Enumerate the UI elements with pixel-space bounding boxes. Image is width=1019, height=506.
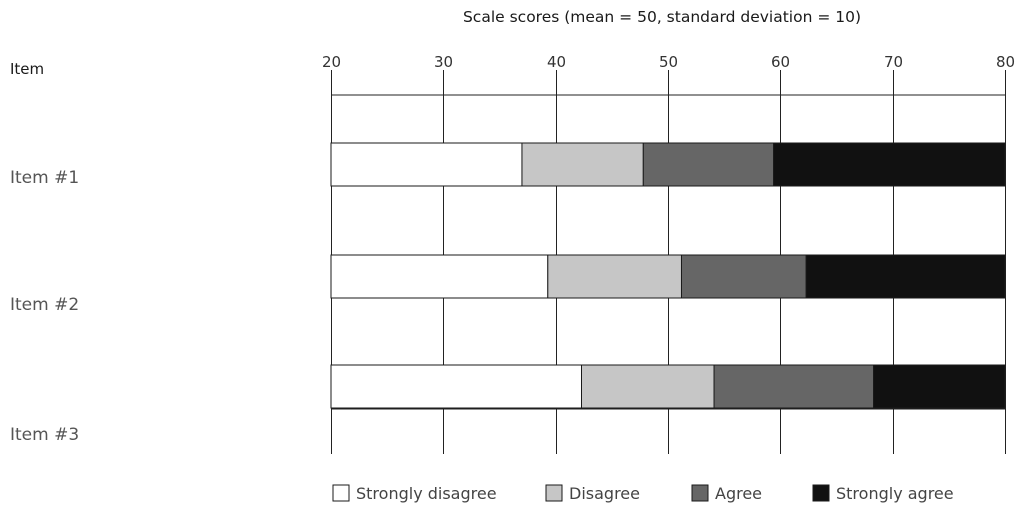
legend-label: Disagree — [569, 484, 640, 503]
legend-swatch — [545, 484, 563, 502]
bar-segment — [773, 142, 1006, 187]
bar-segment — [680, 254, 807, 299]
bar-segment — [805, 254, 1006, 299]
bar-segment — [330, 142, 523, 187]
x-tick-label: 60 — [771, 53, 790, 71]
legend-label: Strongly agree — [836, 484, 954, 503]
legend-swatch — [332, 484, 350, 502]
chart-title: Scale scores (mean = 50, standard deviat… — [463, 8, 861, 26]
legend-swatch — [691, 484, 709, 502]
bar-segment — [330, 254, 549, 299]
x-tick-label: 30 — [434, 53, 453, 71]
category-labels: Item #1 Item #2 Item #3 — [10, 168, 79, 445]
bar-segment — [581, 364, 715, 409]
bar-segment — [713, 364, 875, 409]
bar-segment — [642, 142, 775, 187]
x-tick-label: 80 — [996, 53, 1015, 71]
legend: Strongly disagree Disagree Agree Strongly a… — [332, 484, 954, 503]
category-label: Item #1 — [10, 168, 79, 188]
x-tick-label: 40 — [547, 53, 566, 71]
bar-segment — [330, 364, 583, 409]
x-tick-label: 20 — [322, 53, 341, 71]
legend-label: Strongly disagree — [356, 484, 497, 503]
bar-segment — [521, 142, 644, 187]
category-label: Item #2 — [10, 295, 79, 315]
x-tick-labels: 20 30 40 50 60 70 80 — [322, 53, 1015, 71]
x-tick-label: 70 — [884, 53, 903, 71]
bars — [330, 142, 1006, 409]
legend-label: Agree — [715, 484, 762, 503]
legend-swatch — [812, 484, 830, 502]
x-tick-label: 50 — [659, 53, 678, 71]
row-header: Item — [10, 60, 44, 78]
bar-segment — [547, 254, 682, 299]
bar-segment — [873, 364, 1006, 409]
category-label: Item #3 — [10, 425, 79, 445]
